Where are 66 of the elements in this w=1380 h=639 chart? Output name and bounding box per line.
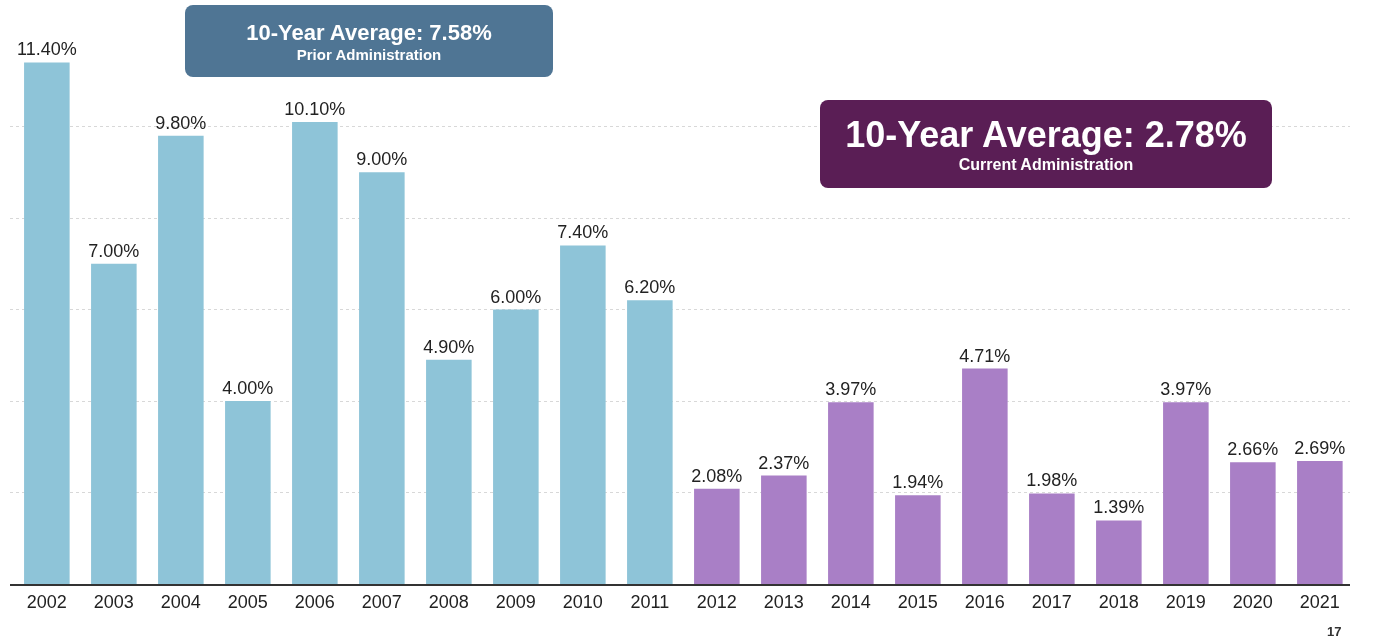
x-tick-label: 2004 [160, 591, 201, 612]
bar [493, 309, 539, 584]
data-label: 4.00% [222, 378, 274, 398]
x-tick-label: 2011 [630, 591, 670, 612]
bar [158, 135, 204, 584]
x-tick-label: 2016 [964, 591, 1005, 612]
data-label: 9.00% [356, 149, 408, 170]
x-tick-label: 2018 [1098, 591, 1139, 612]
bar [359, 172, 405, 584]
annotation: 10-Year Average: 2.78% [844, 114, 1248, 156]
x-tick-label: 2021 [1299, 591, 1340, 612]
data-label: 2.69% [1294, 437, 1346, 458]
data-label: 11.40% [16, 39, 77, 60]
bar [627, 300, 673, 584]
data-label: 4.71% [959, 345, 1011, 366]
data-label: 4.90% [423, 336, 475, 357]
bar [1297, 460, 1343, 584]
x-tick-label: 2013 [763, 591, 804, 612]
callout-box: 10-Year Average: 7.58% Prior Administration [185, 5, 553, 77]
bar [24, 62, 70, 584]
data-label: 3.97% [825, 379, 877, 400]
bar [1029, 493, 1075, 584]
bar [962, 368, 1008, 584]
x-tick-label: 2002 [26, 591, 67, 612]
x-tick-label: 2006 [294, 591, 335, 612]
data-label: 2.66% [1227, 439, 1279, 460]
x-tick-label: 2017 [1031, 591, 1072, 612]
x-tick-label: 2010 [562, 591, 603, 612]
bar [1230, 462, 1276, 584]
data-label: 9.80% [155, 112, 207, 133]
data-label: 10.10% [284, 98, 346, 119]
x-tick-label: 2008 [428, 591, 469, 612]
data-label: 7.40% [557, 222, 609, 243]
bar [292, 121, 338, 584]
x-tick-label: 2009 [495, 591, 536, 612]
bar [426, 359, 472, 584]
data-label: 2.37% [758, 452, 810, 473]
x-tick-label: 2015 [897, 591, 938, 612]
bar [1096, 520, 1142, 584]
callout-box: 10-Year Average: 2.78% Current Administration [820, 100, 1272, 188]
x-tick-label: 2019 [1165, 591, 1206, 612]
data-label: 1.98% [1026, 470, 1078, 491]
x-tick-label: 2012 [696, 591, 737, 612]
data-label: 1.39% [1093, 497, 1145, 518]
bar [694, 488, 740, 584]
annotation: Prior Administration [295, 45, 443, 63]
data-label: 7.00% [88, 240, 140, 261]
text: 17 [1327, 624, 1342, 639]
x-tick-label: 2005 [227, 591, 268, 612]
bar [560, 245, 606, 584]
bar [828, 402, 874, 584]
data-label: 3.97% [1160, 379, 1212, 400]
bar [225, 401, 271, 584]
data-label: 6.00% [490, 286, 542, 307]
data-label: 1.94% [892, 472, 944, 493]
bar [895, 495, 941, 584]
annotation: Current Administration [957, 156, 1135, 174]
x-tick-label: 2014 [830, 591, 871, 612]
bar [91, 263, 137, 584]
data-label: 2.08% [691, 465, 743, 486]
x-tick-label: 2003 [93, 591, 134, 612]
x-tick-label: 2007 [361, 591, 402, 612]
data-label: 6.20% [624, 277, 676, 298]
bar [761, 475, 807, 584]
x-tick-label: 2020 [1232, 591, 1273, 612]
bar [1163, 402, 1209, 584]
